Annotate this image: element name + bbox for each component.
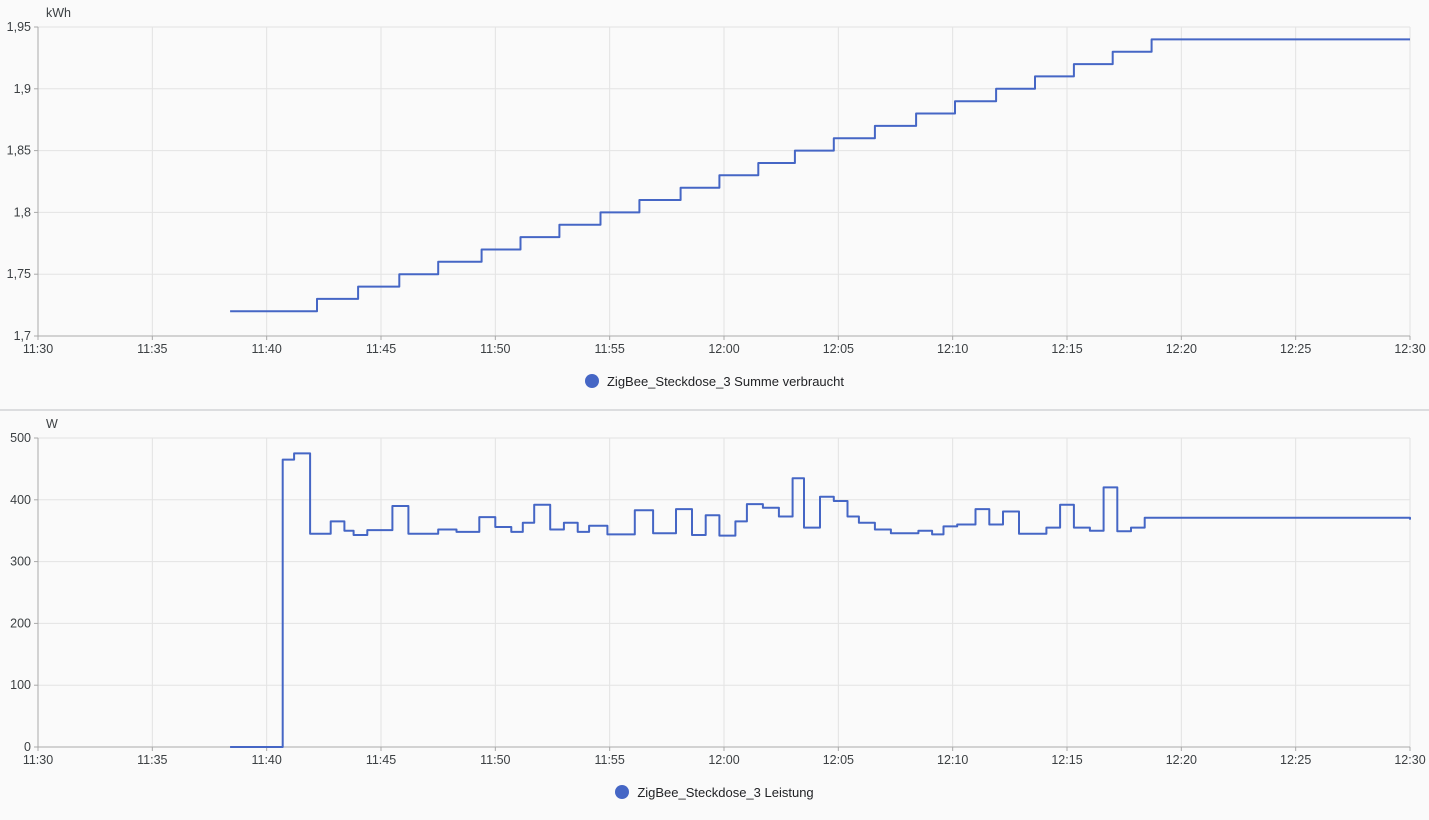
svg-text:12:30: 12:30 (1394, 342, 1425, 356)
svg-text:100: 100 (10, 678, 31, 692)
svg-text:12:00: 12:00 (708, 342, 739, 356)
svg-text:1,75: 1,75 (7, 267, 31, 281)
energy-unit-label: kWh (46, 6, 71, 20)
svg-text:1,7: 1,7 (14, 329, 31, 343)
svg-text:12:30: 12:30 (1394, 753, 1425, 767)
svg-text:11:45: 11:45 (366, 753, 396, 767)
svg-text:11:30: 11:30 (23, 753, 53, 767)
svg-text:400: 400 (10, 493, 31, 507)
svg-text:0: 0 (24, 740, 31, 754)
svg-text:11:40: 11:40 (251, 342, 281, 356)
svg-text:12:15: 12:15 (1051, 753, 1082, 767)
power-legend-label: ZigBee_Steckdose_3 Leistung (637, 784, 814, 800)
svg-text:12:25: 12:25 (1280, 753, 1311, 767)
svg-text:1,95: 1,95 (7, 20, 31, 34)
svg-text:12:05: 12:05 (823, 753, 854, 767)
svg-text:11:50: 11:50 (480, 342, 510, 356)
svg-text:11:40: 11:40 (251, 753, 281, 767)
svg-text:12:10: 12:10 (937, 342, 968, 356)
svg-text:12:25: 12:25 (1280, 342, 1311, 356)
svg-text:200: 200 (10, 616, 31, 630)
svg-text:11:35: 11:35 (137, 342, 167, 356)
panel-divider (0, 409, 1429, 411)
energy-legend[interactable]: ZigBee_Steckdose_3 Summe verbraucht (0, 371, 1429, 391)
energy-chart-canvas[interactable]: 11:30 11:35 11:40 11:45 11:50 11:55 12:00 12:05… (0, 0, 1429, 366)
svg-text:1,9: 1,9 (14, 82, 31, 96)
svg-text:11:55: 11:55 (594, 342, 624, 356)
energy-legend-dot-icon (584, 374, 599, 388)
power-chart-panel: W 11:30 11:35 11:40 11:45 11:50 11:55 12:00 12:… (0, 411, 1429, 820)
svg-text:12:00: 12:00 (708, 753, 739, 767)
svg-text:12:20: 12:20 (1166, 342, 1197, 356)
svg-text:11:50: 11:50 (480, 753, 510, 767)
svg-text:11:45: 11:45 (366, 342, 396, 356)
svg-text:11:55: 11:55 (594, 753, 624, 767)
svg-text:12:10: 12:10 (937, 753, 968, 767)
svg-text:11:30: 11:30 (23, 342, 53, 356)
svg-text:300: 300 (10, 555, 31, 569)
power-legend[interactable]: ZigBee_Steckdose_3 Leistung (0, 782, 1429, 802)
svg-text:500: 500 (10, 431, 31, 445)
power-unit-label: W (46, 417, 58, 431)
svg-text:12:15: 12:15 (1051, 342, 1082, 356)
svg-text:1,85: 1,85 (7, 144, 31, 158)
svg-text:12:05: 12:05 (823, 342, 854, 356)
svg-text:12:20: 12:20 (1166, 753, 1197, 767)
power-chart-canvas[interactable]: 11:30 11:35 11:40 11:45 11:50 11:55 12:00 12:05… (0, 411, 1429, 777)
energy-chart-panel: kWh 11:30 11:35 11:40 11:45 11:50 11:55 12:00 1… (0, 0, 1429, 409)
svg-text:11:35: 11:35 (137, 753, 167, 767)
power-legend-dot-icon (615, 785, 630, 799)
svg-text:1,8: 1,8 (14, 205, 31, 219)
energy-legend-label: ZigBee_Steckdose_3 Summe verbraucht (606, 373, 844, 389)
